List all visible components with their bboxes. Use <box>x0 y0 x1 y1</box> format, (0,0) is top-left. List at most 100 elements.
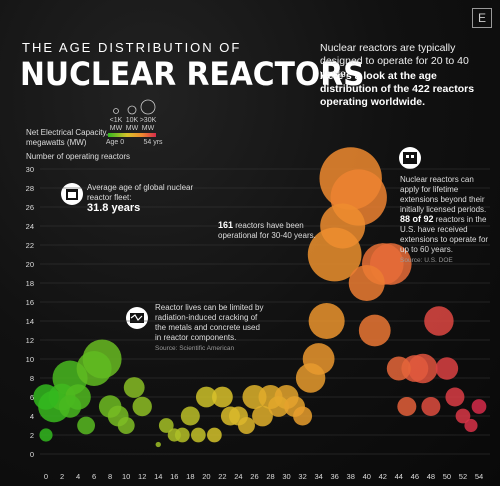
publisher-logo: E <box>472 8 492 28</box>
reactor-bubble <box>33 384 59 410</box>
y-tick-label: 6 <box>30 393 34 402</box>
reactor-bubble <box>180 406 200 426</box>
reactor-bubble <box>76 350 112 387</box>
y-tick-label: 0 <box>30 450 34 459</box>
annotation-us-text: reactors in the U.S. have received exten… <box>400 215 489 254</box>
annotation-range-count: 161 <box>218 220 234 230</box>
reactor-bubble <box>252 405 273 427</box>
annotation-us: 88 of 92 reactors in the U.S. have recei… <box>400 214 495 266</box>
y-tick-label: 22 <box>26 241 34 250</box>
reactor-bubble <box>155 441 161 448</box>
y-tick-label: 24 <box>26 222 34 231</box>
bubbles <box>33 147 487 448</box>
x-tick-label: 6 <box>92 472 96 481</box>
reactor-bubble <box>293 406 313 426</box>
legend-capacity-label: Net Electrical Capacity, megawatts (MW) <box>26 128 109 147</box>
legend-size-large-circle <box>140 99 156 115</box>
y-tick-label: 14 <box>26 317 34 326</box>
x-tick-label: 16 <box>170 472 178 481</box>
x-tick-label: 44 <box>395 472 403 481</box>
annotation-average-label: Average age of global nuclear reactor fl… <box>87 183 194 202</box>
reactor-bubble <box>421 397 441 416</box>
annotation-average-value: 31.8 years <box>87 202 141 214</box>
reactor-bubble <box>268 396 289 417</box>
annotation-us-source: Source: U.S. DOE <box>400 257 453 264</box>
reactor-bubble <box>445 387 465 407</box>
x-tick-label: 24 <box>234 472 242 481</box>
page-title: NUCLEAR REACTORS <box>20 55 365 93</box>
x-tick-label: 38 <box>347 472 355 481</box>
x-tick-label: 52 <box>459 472 467 481</box>
x-tick-label: 0 <box>44 472 48 481</box>
legend-age-start: Age 0 <box>105 139 125 146</box>
reactor-bubble <box>123 377 145 398</box>
x-tick-label: 26 <box>250 472 258 481</box>
x-tick-label: 48 <box>427 472 435 481</box>
annotation-cracking: Reactor lives can be limited by radiatio… <box>155 303 267 354</box>
x-tick-label: 40 <box>363 472 371 481</box>
intro-text: Nuclear reactors are typically designed … <box>320 42 469 80</box>
intro-bold-text: Here's a look at the age distribution of… <box>320 70 475 108</box>
y-tick-label: 18 <box>26 279 34 288</box>
y-tick-label: 12 <box>26 336 34 345</box>
x-tick-label: 14 <box>154 472 162 481</box>
legend-size-medium-circle <box>127 105 137 115</box>
reactor-bubble <box>358 314 391 347</box>
x-axis-ticks: 0 2 4 6 8 10 12 14 16 18 20 22 24 26 28 30 32 34 36 38 40 42 4… <box>44 472 483 481</box>
building-icon <box>399 147 421 169</box>
legend-age-gradient <box>108 133 156 137</box>
x-tick-label: 12 <box>138 472 146 481</box>
reactor-bubble <box>424 306 454 336</box>
annotation-extension: Nuclear reactors can apply for lifetime … <box>400 175 495 215</box>
reactor-bubble <box>207 427 222 443</box>
reactor-bubble <box>190 427 206 443</box>
reactor-bubble <box>167 428 181 442</box>
reactor-bubble <box>195 386 217 408</box>
legend-age-end: 54 yrs <box>143 139 163 146</box>
x-tick-label: 30 <box>282 472 290 481</box>
calendar-icon <box>61 183 83 205</box>
annotation-range: 161 reactors have been operational for 3… <box>218 220 328 241</box>
x-tick-label: 34 <box>314 472 322 481</box>
reactor-bubble <box>435 357 459 380</box>
x-tick-label: 46 <box>411 472 419 481</box>
reactor-bubble <box>308 302 345 340</box>
reactor-bubble <box>348 264 385 302</box>
reactor-bubble <box>397 397 417 416</box>
crack-icon <box>126 307 148 329</box>
reactor-bubble <box>471 399 487 414</box>
y-tick-label: 26 <box>26 203 34 212</box>
reactor-bubble <box>158 418 174 433</box>
x-tick-label: 36 <box>330 472 338 481</box>
x-tick-label: 4 <box>76 472 80 481</box>
reactor-bubble <box>320 203 366 249</box>
y-tick-label: 20 <box>26 260 34 269</box>
reactor-bubble <box>39 428 53 442</box>
legend-size-large-label: >30K MW <box>139 117 157 132</box>
reactor-bubble <box>212 386 233 408</box>
y-tick-label: 2 <box>30 431 34 440</box>
legend-size-small-label: <1K MW <box>109 117 123 132</box>
reactor-bubble <box>132 396 152 417</box>
y-tick-label: 8 <box>30 374 34 383</box>
annotation-us-count: 88 of 92 <box>400 214 434 224</box>
x-tick-label: 10 <box>122 472 130 481</box>
annotation-cracking-source: Source: Scientific American <box>155 345 235 352</box>
annotation-cracking-text: Reactor lives can be limited by radiatio… <box>155 303 264 342</box>
x-tick-label: 22 <box>218 472 226 481</box>
x-tick-label: 18 <box>186 472 194 481</box>
y-axis-title: Number of operating reactors <box>26 152 131 161</box>
x-tick-label: 28 <box>266 472 274 481</box>
reactor-bubble <box>237 417 255 434</box>
y-tick-label: 30 <box>26 165 34 174</box>
y-tick-label: 4 <box>30 412 34 421</box>
reactor-bubble <box>386 356 411 381</box>
y-tick-label: 10 <box>26 355 34 364</box>
y-tick-label: 16 <box>26 298 34 307</box>
x-tick-label: 32 <box>298 472 306 481</box>
reactor-bubble <box>464 418 478 433</box>
y-tick-label: 28 <box>26 184 34 193</box>
annotation-average: Average age of global nuclear reactor fl… <box>87 183 217 214</box>
